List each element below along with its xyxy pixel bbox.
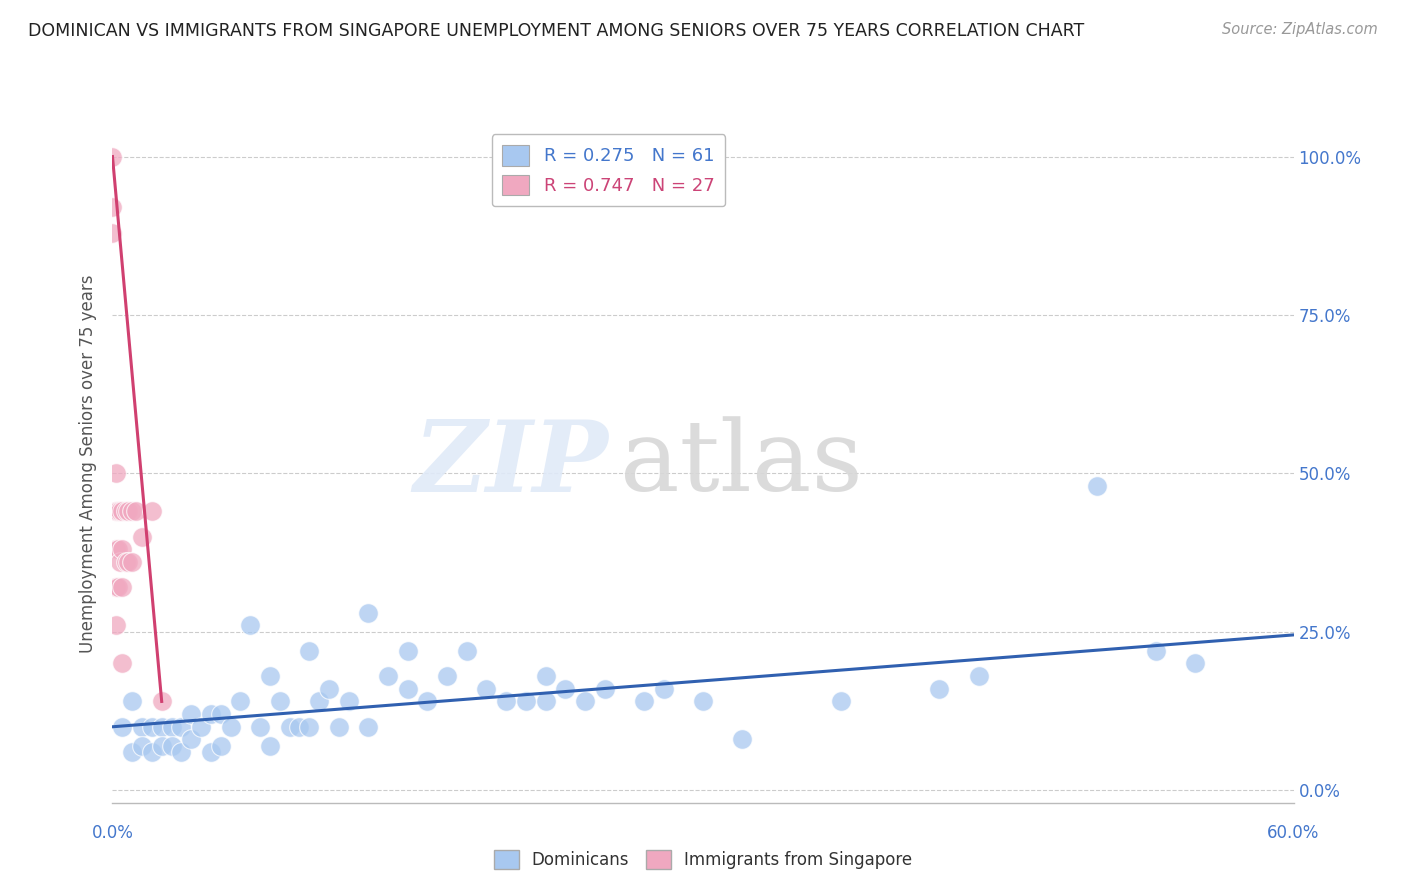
Point [475,681,498,696]
Point [318,681,340,696]
Point [117,504,139,518]
Point [101,226,124,240]
Point [308,694,330,708]
Point [298,720,321,734]
Point [436,669,458,683]
Point [298,644,321,658]
Point [357,720,380,734]
Point [219,720,242,734]
Point [830,694,852,708]
Point [692,694,714,708]
Point [160,739,183,753]
Point [1144,644,1167,658]
Point [121,555,143,569]
Point [416,694,439,708]
Point [229,694,252,708]
Point [495,694,517,708]
Text: Source: ZipAtlas.com: Source: ZipAtlas.com [1222,22,1378,37]
Point [150,720,173,734]
Point [131,720,153,734]
Point [117,555,139,569]
Point [121,504,143,518]
Text: 0.0%: 0.0% [91,823,134,842]
Text: ZIP: ZIP [413,416,609,512]
Point [731,732,754,747]
Point [121,745,143,759]
Point [534,669,557,683]
Point [377,669,399,683]
Point [249,720,271,734]
Point [150,694,173,708]
Point [110,555,132,569]
Point [928,681,950,696]
Point [141,504,163,518]
Point [160,720,183,734]
Point [337,694,360,708]
Point [170,745,193,759]
Text: atlas: atlas [620,416,863,512]
Point [357,606,380,620]
Point [278,720,301,734]
Point [111,720,134,734]
Point [105,581,128,595]
Point [180,707,202,722]
Point [150,739,173,753]
Point [107,504,129,518]
Text: DOMINICAN VS IMMIGRANTS FROM SINGAPORE UNEMPLOYMENT AMONG SENIORS OVER 75 YEARS : DOMINICAN VS IMMIGRANTS FROM SINGAPORE U… [28,22,1084,40]
Point [107,581,129,595]
Legend: Dominicans, Immigrants from Singapore: Dominicans, Immigrants from Singapore [486,843,920,876]
Point [111,657,134,671]
Y-axis label: Unemployment Among Seniors over 75 years: Unemployment Among Seniors over 75 years [79,275,97,653]
Point [396,681,419,696]
Point [131,530,153,544]
Point [111,542,134,557]
Point [1085,479,1108,493]
Point [328,720,350,734]
Point [115,555,138,569]
Point [170,720,193,734]
Point [121,694,143,708]
Point [115,504,138,518]
Point [574,694,596,708]
Point [456,644,478,658]
Point [259,739,281,753]
Point [1184,657,1206,671]
Point [111,504,134,518]
Point [209,739,232,753]
Point [239,618,262,632]
Point [105,504,128,518]
Point [200,707,222,722]
Point [269,694,291,708]
Point [180,732,202,747]
Point [101,200,124,214]
Point [200,745,222,759]
Point [105,542,128,557]
Point [633,694,655,708]
Point [111,581,134,595]
Point [141,745,163,759]
Point [288,720,311,734]
Point [190,720,212,734]
Point [259,669,281,683]
Point [141,720,163,734]
Point [652,681,675,696]
Point [967,669,990,683]
Point [396,644,419,658]
Text: 60.0%: 60.0% [1267,823,1320,842]
Point [515,694,537,708]
Point [125,504,148,518]
Point [554,681,576,696]
Point [107,542,129,557]
Point [131,739,153,753]
Point [534,694,557,708]
Point [593,681,616,696]
Point [110,504,132,518]
Point [105,467,128,481]
Point [101,150,124,164]
Point [209,707,232,722]
Point [105,618,128,632]
